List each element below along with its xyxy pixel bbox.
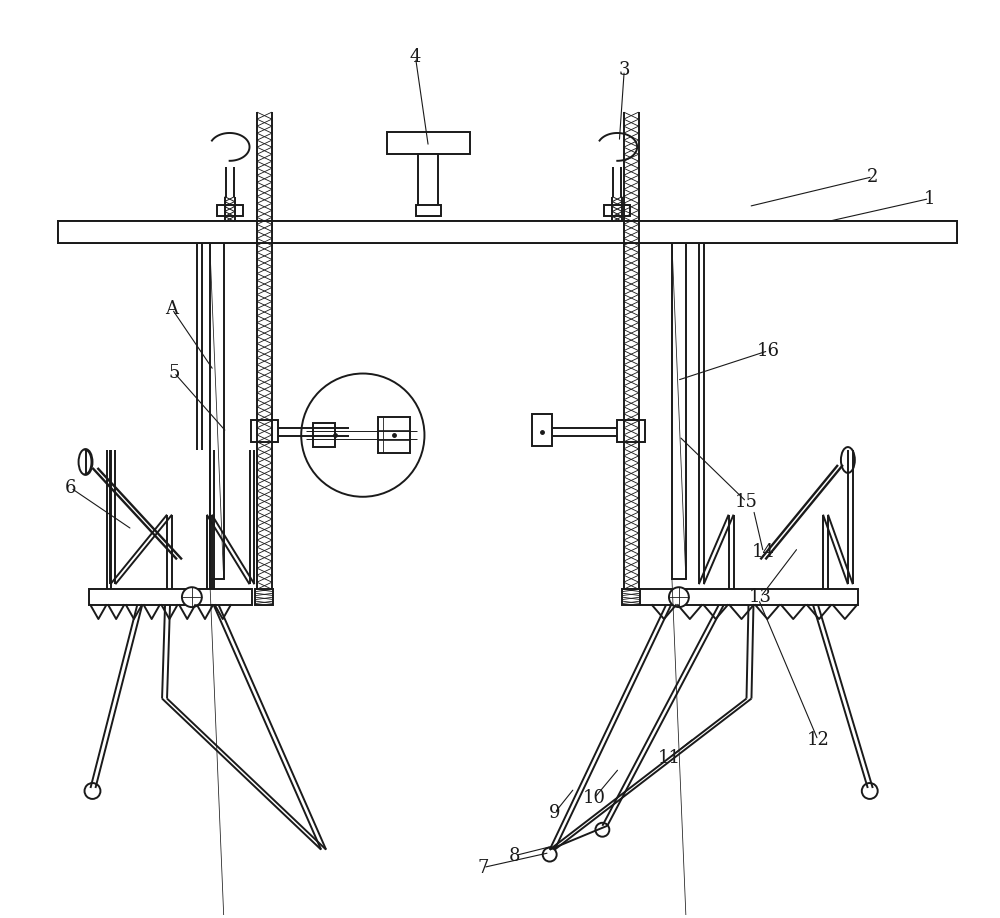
Text: 6: 6 [65, 479, 76, 497]
Bar [313, 423, 335, 447]
Bar [255, 589, 273, 605]
Text: 9: 9 [549, 804, 560, 822]
Circle shape [85, 783, 100, 799]
Bar [631, 589, 858, 605]
Text: 15: 15 [735, 493, 758, 510]
Circle shape [301, 374, 424, 497]
Bar [387, 132, 470, 154]
Bar [532, 414, 552, 446]
Bar [210, 243, 224, 579]
Circle shape [669, 588, 689, 607]
Text: 1: 1 [924, 190, 935, 207]
Circle shape [543, 847, 557, 862]
Text: 14: 14 [752, 543, 775, 562]
Bar [217, 205, 243, 217]
Text: 5: 5 [168, 364, 180, 382]
Bar [418, 154, 438, 217]
Text: 16: 16 [757, 341, 780, 360]
Bar [89, 589, 252, 605]
Text: 7: 7 [477, 858, 489, 877]
Text: 3: 3 [618, 62, 630, 79]
Bar [672, 243, 686, 579]
Circle shape [862, 783, 878, 799]
Bar [251, 420, 278, 442]
Bar [58, 221, 957, 243]
Circle shape [595, 823, 609, 836]
Bar [378, 418, 410, 453]
Text: 4: 4 [410, 49, 421, 66]
Ellipse shape [79, 449, 92, 475]
Text: 2: 2 [867, 168, 878, 185]
Text: 11: 11 [657, 749, 680, 767]
Text: 8: 8 [509, 846, 521, 865]
Text: 10: 10 [583, 789, 606, 807]
Bar [58, 221, 957, 243]
Bar [604, 205, 630, 217]
Bar [622, 589, 640, 605]
Bar [617, 420, 645, 442]
Text: 12: 12 [807, 732, 830, 749]
Ellipse shape [841, 447, 855, 473]
Bar [416, 205, 441, 217]
Text: 13: 13 [749, 588, 772, 606]
Circle shape [182, 588, 202, 607]
Text: A: A [165, 300, 178, 318]
